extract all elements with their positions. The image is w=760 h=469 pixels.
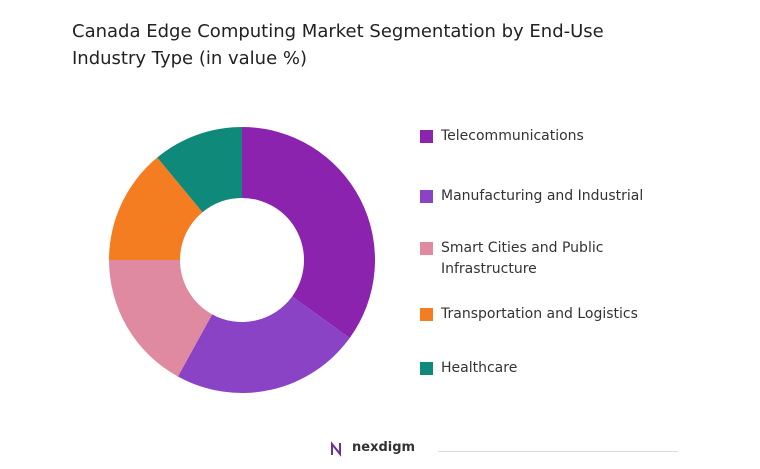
divider — [438, 451, 678, 452]
legend-label: Smart Cities and Public Infrastructure — [441, 240, 604, 277]
donut-slice — [157, 127, 242, 213]
logo: nexdigm — [352, 440, 416, 455]
legend-item: Transportation and Logistics — [420, 304, 670, 325]
legend-label: Telecommunications — [441, 128, 584, 144]
donut-slice — [177, 296, 350, 394]
legend-swatch — [420, 362, 433, 375]
legend-swatch — [420, 190, 433, 203]
legend-label: Manufacturing and Industrial — [441, 188, 644, 204]
legend-swatch — [420, 130, 433, 143]
donut-slice — [109, 157, 203, 260]
legend-label: Healthcare — [441, 360, 518, 376]
legend-swatch — [420, 308, 433, 321]
donut-slice — [242, 127, 375, 339]
legend-swatch — [420, 242, 433, 255]
logo-mark — [331, 441, 341, 457]
legend-item: Smart Cities and Public Infrastructure — [420, 238, 670, 280]
chart — [109, 127, 375, 394]
legend-item: Manufacturing and Industrial — [420, 186, 670, 207]
chart-title: Canada Edge Computing Market Segmentatio… — [72, 21, 604, 69]
legend-item: Telecommunications — [420, 126, 670, 147]
donut-slice — [109, 260, 213, 377]
legend-item: Healthcare — [420, 358, 670, 379]
legend-label: Transportation and Logistics — [441, 306, 638, 322]
